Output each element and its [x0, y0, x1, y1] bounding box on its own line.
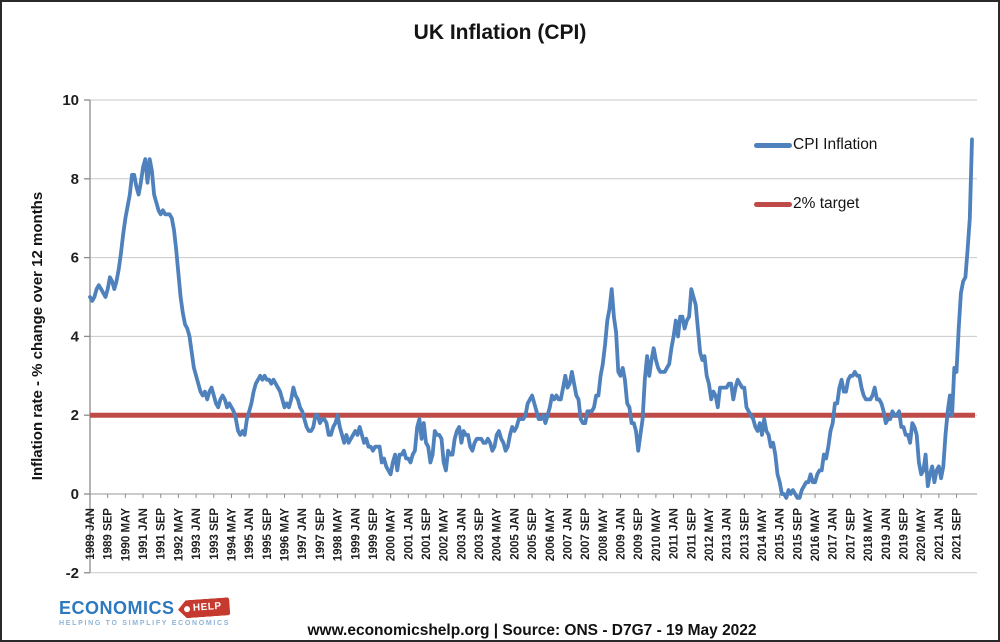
x-tick-label: 1999 JAN	[350, 508, 362, 560]
x-tick-label: 2012 MAY	[704, 508, 716, 562]
logo-tagline: HELPING TO SIMPLIFY ECONOMICS	[59, 620, 231, 627]
x-tick-label: 2021 JAN	[934, 508, 946, 560]
tag-hole-icon	[183, 606, 189, 612]
x-tick-label: 2015 JAN	[775, 508, 787, 560]
cpi-line-swatch	[754, 142, 792, 148]
x-tick-label: 1999 SEP	[368, 508, 380, 560]
logo-tag-text: HELP	[192, 600, 222, 614]
x-tick-label: 1993 SEP	[209, 508, 221, 560]
x-tick-label: 2018 MAY	[863, 508, 875, 562]
x-tick-label: 2015 SEP	[792, 508, 804, 560]
legend-item-target: 2% target	[754, 195, 859, 213]
x-tick-label: 1998 MAY	[333, 508, 345, 562]
x-tick-label: 1995 SEP	[262, 508, 274, 560]
x-tick-label: 1991 SEP	[156, 508, 168, 560]
x-tick-label: 2011 JAN	[669, 508, 681, 559]
x-tick-label: 2009 SEP	[633, 508, 645, 560]
x-tick-label: 2000 MAY	[386, 508, 398, 562]
legend-label-target: 2% target	[793, 195, 860, 212]
y-tick-label: 6	[71, 250, 79, 267]
x-tick-label: 2017 SEP	[845, 508, 857, 560]
x-tick-label: 2003 SEP	[474, 508, 486, 560]
economicshelp-logo: ECONOMICS HELP HELPING TO SIMPLIFY ECONO…	[59, 599, 230, 627]
x-tick-label: 1989 SEP	[103, 508, 115, 560]
x-tick-label: 1997 SEP	[315, 508, 327, 560]
x-tick-label: 1989 JAN	[85, 508, 97, 560]
x-tick-label: 2010 MAY	[651, 508, 663, 562]
y-tick-label: 8	[71, 171, 79, 188]
source-attribution: www.economicshelp.org | Source: ONS - D7…	[307, 622, 757, 639]
x-tick-label: 2004 MAY	[492, 508, 504, 562]
x-tick-label: 2001 SEP	[421, 508, 433, 560]
x-tick-label: 2021 SEP	[952, 508, 964, 560]
x-tick-label: 2008 MAY	[598, 508, 610, 562]
x-tick-label: 1992 MAY	[173, 508, 185, 562]
x-tick-label: 2019 SEP	[898, 508, 910, 560]
legend-label-cpi: CPI Inflation	[793, 136, 878, 153]
legend-item-cpi: CPI Inflation	[754, 136, 877, 154]
x-tick-label: 2019 JAN	[881, 508, 893, 560]
x-tick-label: 2007 SEP	[580, 508, 592, 560]
x-tick-label: 2013 JAN	[722, 508, 734, 560]
x-tick-label: 2013 SEP	[739, 508, 751, 560]
x-tick-label: 1996 MAY	[280, 508, 292, 562]
x-tick-label: 2001 JAN	[403, 508, 415, 560]
x-tick-label: 2014 MAY	[757, 508, 769, 562]
x-tick-label: 2005 JAN	[509, 508, 521, 560]
x-tick-label: 2011 SEP	[686, 508, 698, 559]
y-tick-label: 10	[62, 92, 79, 109]
x-tick-label: 2002 MAY	[439, 508, 451, 562]
x-tick-label: 2016 MAY	[810, 508, 822, 562]
x-tick-label: 1994 MAY	[226, 508, 238, 562]
x-tick-label: 1993 JAN	[191, 508, 203, 560]
y-tick-label: 2	[71, 407, 79, 424]
x-tick-label: 2020 MAY	[916, 508, 928, 562]
x-tick-label: 1990 MAY	[120, 508, 132, 562]
y-tick-label: 0	[71, 486, 79, 503]
x-tick-label: 2007 JAN	[562, 508, 574, 560]
x-tick-label: 1997 JAN	[297, 508, 309, 560]
logo-wordmark: ECONOMICS	[59, 598, 175, 618]
y-tick-label: -2	[66, 565, 79, 582]
x-tick-label: 1995 JAN	[244, 508, 256, 560]
x-tick-label: 2017 JAN	[828, 508, 840, 560]
cpi-inflation-line	[88, 137, 974, 500]
x-tick-label: 2003 JAN	[456, 508, 468, 560]
target-line-swatch	[754, 201, 792, 207]
x-tick-label: 2009 JAN	[616, 508, 628, 560]
logo-help-tag: HELP	[177, 597, 230, 619]
x-tick-label: 2005 SEP	[527, 508, 539, 560]
chart-title: UK Inflation (CPI)	[413, 21, 587, 44]
x-tick-label: 2006 MAY	[545, 508, 557, 562]
x-tick-label: 1991 JAN	[138, 508, 150, 560]
y-tick-label: 4	[71, 328, 80, 345]
